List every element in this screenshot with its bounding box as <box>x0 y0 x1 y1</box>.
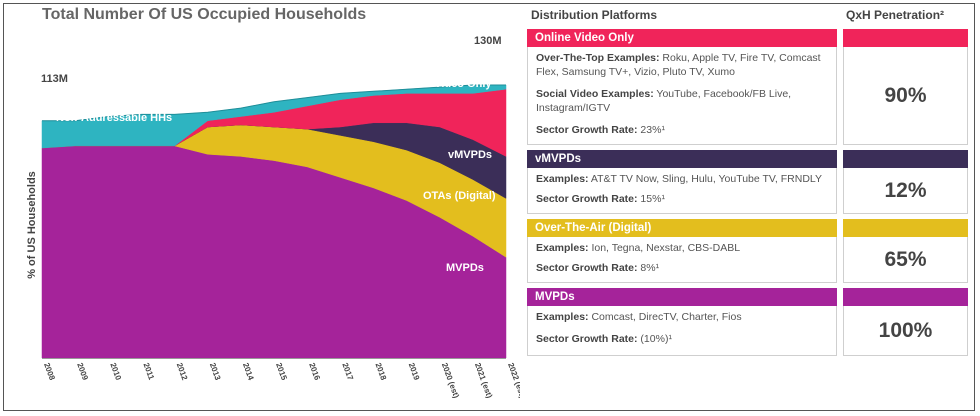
series-label-mvpds: MVPDs <box>446 262 484 274</box>
platform-bar-online-video: Online Video Only <box>527 29 837 47</box>
total-start-label: 113M <box>41 73 68 85</box>
x-tick-label: 2014 <box>241 362 256 382</box>
x-tick-label: 2009 <box>75 362 90 382</box>
x-tick-label: 2020 (est) <box>440 362 461 400</box>
x-tick-label: 2019 <box>407 362 422 382</box>
detail-line: Sector Growth Rate: 15%¹ <box>536 193 665 205</box>
detail-line: Examples: AT&T TV Now, Sling, Hulu, YouT… <box>536 173 822 185</box>
x-tick-label: 2010 <box>108 362 123 382</box>
penetration-bar-mvpds <box>843 288 968 306</box>
y-axis-label: % of US Households <box>26 171 38 279</box>
detail-line: Sector Growth Rate: (10%)¹ <box>536 333 672 345</box>
penetration-bar-online-video <box>843 29 968 47</box>
penetration-value-mvpds: 100% <box>843 306 968 356</box>
detail-line: Social Video Examples: YouTube, Facebook… <box>536 88 792 114</box>
series-label-online-video-only: Online Video Only <box>397 78 492 90</box>
penetration-bar-ota <box>843 219 968 237</box>
detail-line: Sector Growth Rate: 8%¹ <box>536 262 660 274</box>
platform-details-ota: Examples: Ion, Tegna, Nexstar, CBS-DABL … <box>527 237 837 283</box>
series-label-non-addressable-hhs: Non-Addressable HHs <box>56 112 172 124</box>
platform-details-online-video: Over-The-Top Examples: Roku, Apple TV, F… <box>527 47 837 145</box>
x-tick-label: 2013 <box>208 362 223 382</box>
penetration-value-online-video: 90% <box>843 47 968 145</box>
platform-bar-vmvpds: vMVPDs <box>527 150 837 168</box>
platform-bar-mvpds: MVPDs <box>527 288 837 306</box>
total-outline <box>42 84 506 122</box>
x-tick-label: 2016 <box>307 362 322 382</box>
penetration-bar-vmvpds <box>843 150 968 168</box>
x-tick-label: 2018 <box>374 362 389 382</box>
x-tick-label: 2012 <box>175 362 190 382</box>
x-tick-label: 2008 <box>42 362 57 382</box>
series-label-otas-digital: OTAs (Digital) <box>423 190 496 202</box>
penetration-header: QxH Penetration² <box>846 8 945 22</box>
series-label-vmvpds: vMVPDs <box>448 149 492 161</box>
detail-line: Sector Growth Rate: 23%¹ <box>536 124 665 136</box>
penetration-value-vmvpds: 12% <box>843 168 968 214</box>
penetration-value-ota: 65% <box>843 237 968 283</box>
platform-bar-ota: Over-The-Air (Digital) <box>527 219 837 237</box>
platform-details-mvpds: Examples: Comcast, DirecTV, Charter, Fio… <box>527 306 837 356</box>
x-tick-label: 2015 <box>274 362 289 382</box>
chart-title: Total Number Of US Occupied Households <box>42 6 367 23</box>
x-tick-label: 2022 (est) <box>506 362 520 400</box>
detail-line: Over-The-Top Examples: Roku, Apple TV, F… <box>536 52 821 78</box>
platform-details-vmvpds: Examples: AT&T TV Now, Sling, Hulu, YouT… <box>527 168 837 214</box>
x-tick-label: 2021 (est) <box>473 362 494 400</box>
total-end-label: 130M <box>474 35 502 47</box>
detail-line: Examples: Ion, Tegna, Nexstar, CBS-DABL <box>536 242 741 254</box>
detail-line: Examples: Comcast, DirecTV, Charter, Fio… <box>536 311 742 323</box>
x-tick-label: 2011 <box>142 362 157 382</box>
x-tick-label: 2017 <box>340 362 355 382</box>
platforms-header: Distribution Platforms <box>531 8 658 22</box>
stacked-area-chart: 2008 2009 2010 2011 2012 2013 2014 2015 2016 2017… <box>26 35 520 400</box>
